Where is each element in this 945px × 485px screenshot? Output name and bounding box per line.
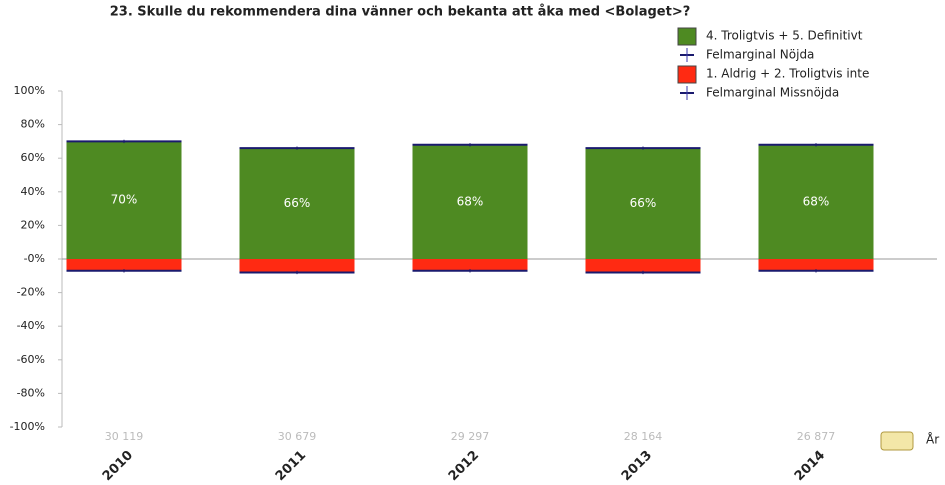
y-tick-label: 80% bbox=[21, 118, 45, 131]
y-tick-label: -80% bbox=[17, 386, 45, 399]
bar bbox=[758, 144, 874, 259]
value-label: 70% bbox=[111, 193, 138, 207]
sample-size: 30 679 bbox=[278, 430, 317, 443]
y-tick-label: 100% bbox=[14, 84, 45, 97]
sample-size: 28 164 bbox=[624, 430, 663, 443]
bar bbox=[758, 259, 874, 271]
x-tick-label: 2011 bbox=[273, 448, 309, 484]
y-tick-label: 60% bbox=[21, 151, 45, 164]
bar bbox=[585, 259, 701, 273]
x-tick-label: 2013 bbox=[619, 448, 655, 484]
bar bbox=[66, 259, 182, 271]
sample-size: 26 877 bbox=[797, 430, 836, 443]
x-tick-label: 2012 bbox=[446, 448, 482, 484]
bar bbox=[412, 259, 528, 271]
bar bbox=[585, 148, 701, 259]
y-tick-label: 20% bbox=[21, 218, 45, 231]
x-tick-label: 2010 bbox=[100, 448, 136, 484]
legend-swatch bbox=[677, 27, 697, 46]
value-label: 68% bbox=[803, 194, 830, 208]
x-tick-label: 2014 bbox=[792, 448, 828, 484]
chart-title: 23. Skulle du rekommendera dina vänner o… bbox=[110, 5, 691, 20]
bar bbox=[239, 259, 355, 273]
y-tick-label: -100% bbox=[10, 420, 45, 433]
bar bbox=[412, 144, 528, 259]
axis-menu-button[interactable] bbox=[880, 431, 914, 451]
value-label: 66% bbox=[284, 196, 311, 210]
legend-label: 1. Aldrig + 2. Troligtvis inte bbox=[706, 67, 869, 81]
bar bbox=[239, 148, 355, 259]
y-tick-label: 40% bbox=[21, 185, 45, 198]
y-tick-label: -0% bbox=[24, 252, 45, 265]
y-tick-label: -60% bbox=[17, 353, 45, 366]
value-label: 66% bbox=[630, 196, 657, 210]
legend-label: 4. Troligtvis + 5. Definitivt bbox=[706, 29, 863, 43]
sample-size: 29 297 bbox=[451, 430, 490, 443]
sample-size: 30 119 bbox=[105, 430, 144, 443]
legend-label: Felmarginal Missnöjda bbox=[706, 86, 839, 100]
bar bbox=[66, 141, 182, 259]
legend-label: Felmarginal Nöjda bbox=[706, 48, 814, 62]
y-tick-label: -40% bbox=[17, 319, 45, 332]
y-tick-label: -20% bbox=[17, 286, 45, 299]
legend-swatch bbox=[677, 65, 697, 84]
x-axis-label: År bbox=[926, 432, 939, 447]
value-label: 68% bbox=[457, 194, 484, 208]
